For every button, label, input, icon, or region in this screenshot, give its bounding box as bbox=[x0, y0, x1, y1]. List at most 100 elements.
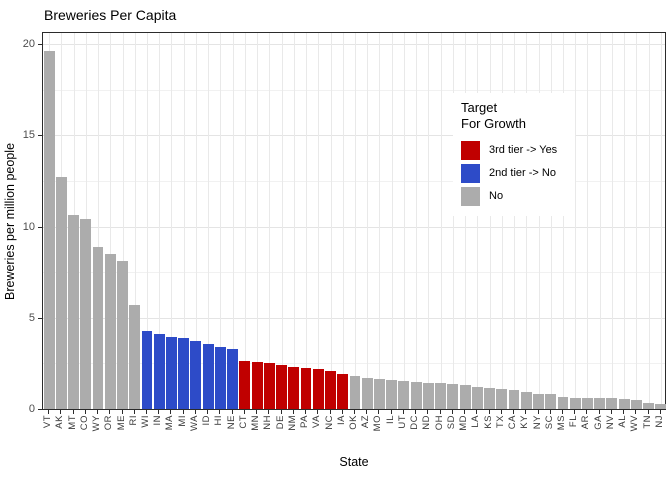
gridline-minor bbox=[43, 89, 665, 91]
x-tick-label: DC bbox=[409, 415, 421, 430]
legend-swatch-blue bbox=[461, 163, 480, 183]
chart-title: Breweries Per Capita bbox=[44, 7, 177, 23]
bar-TN bbox=[643, 402, 655, 409]
gridline-vertical bbox=[452, 33, 454, 409]
x-tick bbox=[280, 410, 282, 414]
bar-NE bbox=[227, 348, 239, 409]
x-tick-label: UT bbox=[396, 415, 408, 429]
bar-WI bbox=[141, 331, 153, 409]
x-tick bbox=[231, 410, 233, 414]
bar-HI bbox=[214, 346, 226, 409]
x-tick-label: KY bbox=[519, 415, 531, 429]
gridline-vertical bbox=[147, 33, 148, 409]
x-tick-label: CT bbox=[237, 415, 249, 429]
gridline-vertical bbox=[281, 33, 283, 409]
x-tick bbox=[451, 410, 453, 414]
bar-MT bbox=[68, 214, 80, 409]
bar-AR bbox=[582, 398, 593, 409]
gridline-vertical bbox=[624, 33, 626, 409]
x-tick bbox=[488, 410, 490, 414]
x-tick bbox=[121, 410, 123, 414]
x-tick bbox=[84, 410, 86, 414]
x-tick-label: ND bbox=[421, 415, 433, 430]
x-tick bbox=[329, 410, 331, 414]
x-tick-label: ME bbox=[115, 415, 127, 431]
gridline-vertical bbox=[514, 33, 516, 409]
bar-WV bbox=[630, 399, 642, 409]
bar-NJ bbox=[655, 404, 667, 409]
gridline-vertical bbox=[367, 33, 369, 409]
x-tick-label: VT bbox=[42, 415, 54, 429]
bar-PA bbox=[300, 367, 312, 409]
x-tick bbox=[305, 410, 307, 414]
bar-UT bbox=[398, 380, 410, 409]
x-tick-label: MA bbox=[164, 415, 176, 431]
gridline-vertical bbox=[465, 33, 467, 409]
bar-TX bbox=[496, 388, 508, 409]
legend-title-line1: Target bbox=[461, 100, 498, 115]
gridline-vertical bbox=[355, 33, 356, 409]
gridline-vertical bbox=[538, 33, 540, 409]
x-tick-label: FL bbox=[568, 415, 580, 428]
x-tick-label: NM bbox=[286, 415, 298, 431]
gridline-minor bbox=[43, 363, 665, 365]
x-tick-label: AK bbox=[54, 415, 66, 429]
x-tick bbox=[243, 410, 245, 414]
x-tick-label: SC bbox=[543, 415, 555, 430]
x-tick-label: LA bbox=[470, 415, 482, 428]
bar-MA bbox=[166, 336, 177, 409]
x-tick-label: NY bbox=[531, 415, 543, 430]
x-tick bbox=[207, 410, 209, 414]
gridline-vertical bbox=[501, 33, 503, 409]
x-tick bbox=[366, 410, 368, 414]
x-tick-label: CO bbox=[78, 415, 90, 431]
x-axis-title: State bbox=[339, 455, 369, 469]
x-tick-label: RI bbox=[127, 415, 139, 426]
x-tick bbox=[256, 410, 258, 414]
gridline-vertical bbox=[526, 33, 528, 409]
x-tick bbox=[549, 410, 551, 414]
bar-IA bbox=[337, 374, 349, 409]
x-tick bbox=[292, 410, 294, 414]
x-tick-label: NC bbox=[323, 415, 335, 430]
bar-NM bbox=[288, 367, 300, 409]
gridline-vertical bbox=[391, 33, 393, 409]
x-tick-label: GA bbox=[592, 415, 604, 430]
x-tick-label: WI bbox=[140, 415, 151, 428]
bar-WA bbox=[190, 340, 202, 409]
bar-ID bbox=[202, 344, 214, 409]
x-tick-label: MN bbox=[250, 415, 262, 431]
x-tick-label: CA bbox=[507, 415, 519, 430]
bar-KY bbox=[520, 391, 532, 409]
bar-WY bbox=[92, 246, 104, 409]
x-tick bbox=[146, 410, 147, 414]
bar-AL bbox=[618, 398, 630, 409]
x-tick bbox=[72, 410, 74, 414]
x-tick-label: VA bbox=[311, 415, 323, 428]
bar-CO bbox=[80, 219, 92, 409]
bar-MO bbox=[374, 378, 385, 409]
legend-entry: No bbox=[461, 186, 567, 206]
x-tick bbox=[562, 410, 563, 414]
legend-entry-label: 2nd tier -> No bbox=[489, 167, 556, 180]
x-tick-label: NJ bbox=[653, 415, 665, 428]
x-tick-label: WA bbox=[188, 415, 200, 431]
x-tick bbox=[647, 410, 649, 414]
gridline-vertical bbox=[98, 33, 100, 409]
y-tick bbox=[38, 44, 42, 46]
gridline-major bbox=[43, 44, 665, 46]
x-tick bbox=[378, 410, 380, 414]
bar-DE bbox=[276, 365, 288, 409]
x-tick-label: NH bbox=[262, 415, 274, 430]
bar-CA bbox=[508, 389, 520, 409]
x-tick-label: HI bbox=[213, 415, 225, 426]
bar-SC bbox=[545, 394, 557, 409]
x-tick bbox=[537, 410, 539, 414]
legend-title: Target For Growth bbox=[461, 100, 567, 132]
gridline-vertical bbox=[330, 33, 332, 409]
x-tick-label: MT bbox=[66, 415, 78, 430]
gridline-vertical bbox=[563, 33, 564, 409]
y-tick bbox=[38, 409, 42, 410]
bar-CT bbox=[239, 360, 251, 409]
gridline-vertical bbox=[611, 33, 613, 409]
